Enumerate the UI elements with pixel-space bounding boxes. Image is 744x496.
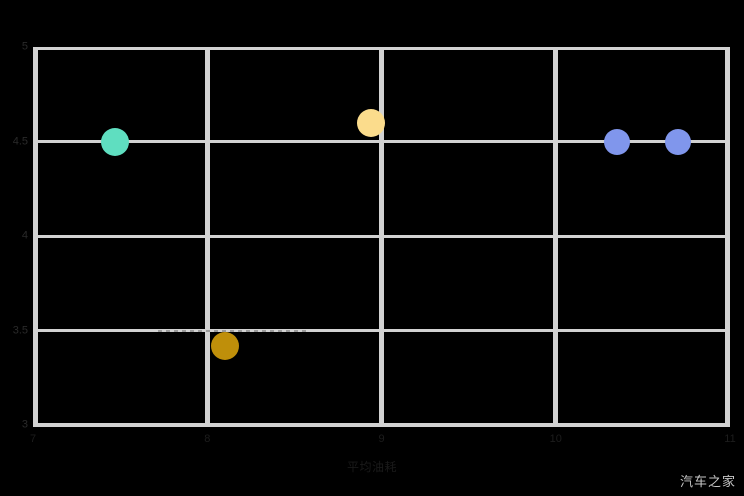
y-tick-label: 4 [21,229,28,242]
data-point-bubble[interactable] [100,127,129,156]
data-point-bubble[interactable] [210,331,239,360]
gridline-horizontal [33,47,730,50]
x-tick-label: 10 [549,433,562,445]
gridline-horizontal [33,423,730,427]
data-point-bubble[interactable] [664,128,691,155]
watermark: 汽车之家 [679,474,736,489]
x-tick-label: 9 [378,433,385,445]
gridline-horizontal [33,234,730,238]
x-axis-title: 平均油耗 [346,460,397,474]
gridline-horizontal [33,140,730,143]
data-point-bubble[interactable] [603,128,630,155]
plot-area [33,47,730,427]
x-tick-label: 7 [29,433,37,445]
gridline-horizontal [33,329,730,332]
data-point-bubble[interactable] [357,108,386,137]
x-tick-label: 8 [204,433,211,445]
x-tick-label: 11 [724,433,736,445]
annotation-dashed-line [158,329,307,332]
y-tick-label: 3.5 [12,324,28,336]
y-tick-label: 3 [21,418,28,431]
y-tick-label: 4.5 [12,135,28,147]
y-tick-label: 5 [21,40,28,53]
